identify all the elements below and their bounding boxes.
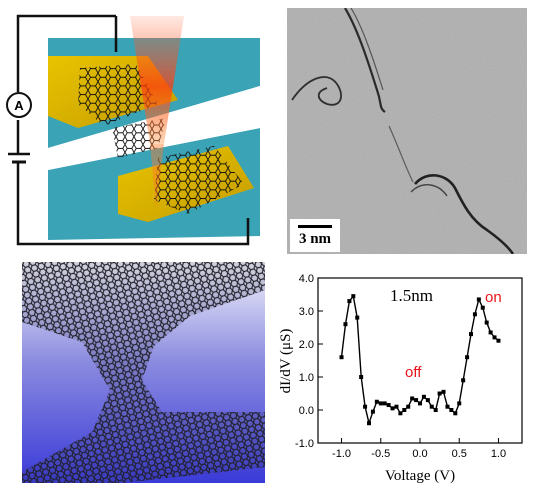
y-tick-label: -1.0 [295,438,314,450]
data-point [469,332,473,337]
tem-edge-1 [344,8,386,113]
data-point [347,299,352,304]
data-point [339,355,344,360]
data-point [433,408,438,412]
data-point [410,396,415,401]
scale-bar-label: 3 nm [298,231,332,247]
y-axis-label: dI/dV (μS) [278,329,294,394]
data-point [445,404,450,409]
data-point [398,411,403,416]
x-tick-label: -1.0 [332,448,351,460]
circuit-wire-top [16,14,116,92]
data-point [472,312,477,317]
data-point [394,404,399,409]
data-point [343,322,348,327]
data-point [453,411,458,416]
annotation-on: on [485,289,502,306]
data-point [480,305,485,310]
data-point [449,408,454,412]
y-tick-label: 1.0 [299,372,314,384]
data-point [492,335,497,340]
tem-image-panel: 3 nm [287,8,527,254]
data-point [484,320,489,325]
data-point [429,404,434,409]
data-point [402,408,407,412]
x-tick-label: -0.5 [371,448,390,460]
data-point [359,375,364,379]
data-point [370,409,375,414]
data-point [437,391,442,396]
data-point [421,394,426,399]
chart-title: 1.5nm [390,286,433,305]
data-point [351,294,356,299]
x-axis-label: Voltage (V) [385,468,455,484]
laser-beam [130,16,184,144]
tem-edge-3 [414,174,515,254]
graphene-lattice [22,262,265,483]
data-point [363,404,368,409]
y-tick-label: 2.0 [299,339,314,351]
data-point [390,406,395,411]
y-tick-label: 3.0 [299,306,314,318]
didv-chart: -1.0 0.0 1.0 2.0 3.0 4.0 -1.0 -0.5 0.0 0.5 1.0 1.… [275,265,533,487]
graphene-sheet-top [78,64,158,126]
data-point [386,403,391,408]
circuit-wire-bottom [16,162,250,246]
data-point [374,399,379,404]
ammeter-label: A [14,97,24,113]
data-point [378,401,383,406]
data-point [414,398,419,403]
data-point [406,404,411,409]
x-tick-label: 0.0 [412,448,427,460]
data-point [461,378,466,383]
tem-edge-2 [291,76,342,106]
data-point [441,389,446,394]
data-point [496,338,501,343]
annotation-off: off [405,364,422,381]
x-tick-label: 0.5 [452,448,467,460]
scale-bar: 3 nm [290,219,340,252]
data-point [457,401,462,406]
data-point [476,297,481,302]
graphene-model-panel [22,262,265,483]
data-point [465,355,470,360]
y-tick-label: 4.0 [299,273,314,285]
data-point [367,421,371,426]
graphene-sheet-bottom [154,146,244,214]
ammeter-icon: A [6,92,32,118]
data-point [418,401,422,406]
x-tick-label: 1.0 [491,448,506,460]
data-point [355,315,360,320]
data-point [488,330,493,335]
data-point [425,398,430,403]
y-tick-label: 0.0 [299,405,314,417]
data-point [382,401,387,406]
device-schematic-panel: A [6,8,272,252]
